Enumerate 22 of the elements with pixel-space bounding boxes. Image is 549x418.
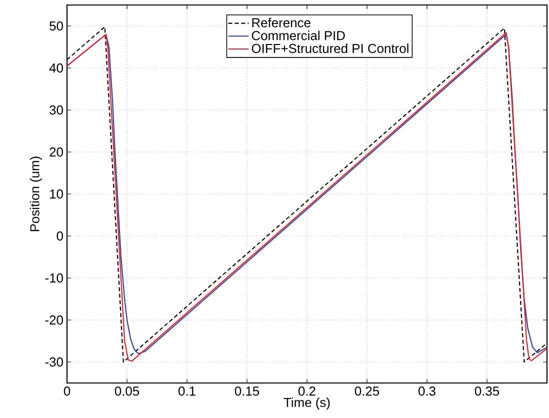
x-tick-label: 0.3 (418, 386, 436, 396)
x-tick-label: 0.05 (114, 386, 140, 396)
y-tick-label: -20 (45, 315, 63, 325)
x-tick-label: 0.2 (298, 386, 316, 396)
y-tick-label: 20 (50, 147, 63, 157)
y-tick-label: -30 (45, 357, 63, 367)
x-tick-label: 0 (64, 386, 70, 396)
y-tick-label: 40 (49, 63, 63, 73)
y-tick-label: 30 (50, 105, 63, 115)
x-axis-title: Time (s) (284, 398, 330, 410)
y-tick-label: 0 (56, 231, 63, 241)
y-tick-label: 10 (50, 189, 63, 199)
y-axis-title: Position (um) (30, 156, 42, 232)
legend-label: OIFF+Structured PI Control (252, 44, 408, 54)
legend-label: Commercial PID (252, 30, 345, 40)
x-tick-label: 0.25 (354, 386, 380, 396)
x-tick-label: 0.1 (178, 386, 196, 396)
y-tick-label: 50 (50, 21, 63, 31)
legend-label: Reference (252, 18, 310, 28)
y-tick-label: -10 (45, 273, 63, 283)
x-tick-label: 0.35 (474, 386, 500, 396)
x-tick-label: 0.15 (234, 386, 260, 396)
